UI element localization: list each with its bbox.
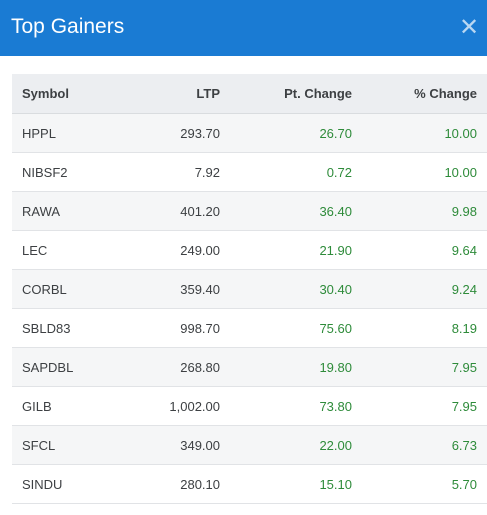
- table-header: Symbol LTP Pt. Change % Change: [12, 74, 487, 114]
- cell-pt-change: 75.60: [220, 308, 352, 348]
- cell-ltp: 1,002.00: [124, 386, 220, 426]
- table-row[interactable]: CORBL 359.40 30.40 9.24: [12, 269, 487, 309]
- cell-ltp: 249.00: [124, 230, 220, 270]
- cell-ltp: 401.20: [124, 191, 220, 231]
- cell-symbol[interactable]: CORBL: [12, 269, 124, 309]
- cell-ltp: 268.80: [124, 347, 220, 387]
- column-header-ltp[interactable]: LTP: [124, 74, 220, 114]
- cell-pt-change: 21.90: [220, 230, 352, 270]
- cell-symbol[interactable]: SINDU: [12, 464, 124, 504]
- cell-pt-change: 0.72: [220, 152, 352, 192]
- cell-symbol[interactable]: RAWA: [12, 191, 124, 231]
- table-row[interactable]: SFCL 349.00 22.00 6.73: [12, 425, 487, 465]
- modal-header: Top Gainers ✕: [0, 0, 487, 56]
- cell-symbol[interactable]: SFCL: [12, 425, 124, 465]
- table-header-row: Symbol LTP Pt. Change % Change: [12, 74, 487, 114]
- cell-symbol[interactable]: SBLD83: [12, 308, 124, 348]
- cell-ltp: 998.70: [124, 308, 220, 348]
- cell-pt-change: 30.40: [220, 269, 352, 309]
- cell-symbol[interactable]: GILB: [12, 386, 124, 426]
- cell-symbol[interactable]: LEC: [12, 230, 124, 270]
- table-row[interactable]: HPPL 293.70 26.70 10.00: [12, 113, 487, 153]
- gainers-table-container: Symbol LTP Pt. Change % Change HPPL 293.…: [12, 74, 487, 504]
- modal-title: Top Gainers: [11, 15, 125, 38]
- table-row[interactable]: LEC 249.00 21.90 9.64: [12, 230, 487, 270]
- cell-pt-change: 15.10: [220, 464, 352, 504]
- cell-pct-change: 10.00: [352, 152, 487, 192]
- cell-pt-change: 26.70: [220, 113, 352, 153]
- cell-pct-change: 10.00: [352, 113, 487, 153]
- table-row[interactable]: SBLD83 998.70 75.60 8.19: [12, 308, 487, 348]
- cell-pt-change: 22.00: [220, 425, 352, 465]
- cell-pct-change: 9.24: [352, 269, 487, 309]
- table-row[interactable]: RAWA 401.20 36.40 9.98: [12, 191, 487, 231]
- table-body: HPPL 293.70 26.70 10.00 NIBSF2 7.92 0.72…: [12, 113, 487, 504]
- cell-pt-change: 36.40: [220, 191, 352, 231]
- cell-pct-change: 8.19: [352, 308, 487, 348]
- column-header-pct-change[interactable]: % Change: [352, 74, 487, 114]
- column-header-symbol[interactable]: Symbol: [12, 74, 124, 114]
- cell-pct-change: 9.64: [352, 230, 487, 270]
- cell-ltp: 293.70: [124, 113, 220, 153]
- table-row[interactable]: GILB 1,002.00 73.80 7.95: [12, 386, 487, 426]
- column-header-pt-change[interactable]: Pt. Change: [220, 74, 352, 114]
- cell-pct-change: 7.95: [352, 386, 487, 426]
- cell-symbol[interactable]: NIBSF2: [12, 152, 124, 192]
- table-row[interactable]: SINDU 280.10 15.10 5.70: [12, 464, 487, 504]
- cell-ltp: 359.40: [124, 269, 220, 309]
- cell-ltp: 349.00: [124, 425, 220, 465]
- cell-pct-change: 9.98: [352, 191, 487, 231]
- cell-pt-change: 19.80: [220, 347, 352, 387]
- cell-pt-change: 73.80: [220, 386, 352, 426]
- table-row[interactable]: SAPDBL 268.80 19.80 7.95: [12, 347, 487, 387]
- cell-pct-change: 6.73: [352, 425, 487, 465]
- table-row[interactable]: NIBSF2 7.92 0.72 10.00: [12, 152, 487, 192]
- cell-symbol[interactable]: HPPL: [12, 113, 124, 153]
- close-icon[interactable]: ✕: [459, 14, 480, 41]
- cell-ltp: 280.10: [124, 464, 220, 504]
- cell-pct-change: 5.70: [352, 464, 487, 504]
- gainers-table: Symbol LTP Pt. Change % Change HPPL 293.…: [12, 74, 487, 504]
- cell-ltp: 7.92: [124, 152, 220, 192]
- cell-pct-change: 7.95: [352, 347, 487, 387]
- cell-symbol[interactable]: SAPDBL: [12, 347, 124, 387]
